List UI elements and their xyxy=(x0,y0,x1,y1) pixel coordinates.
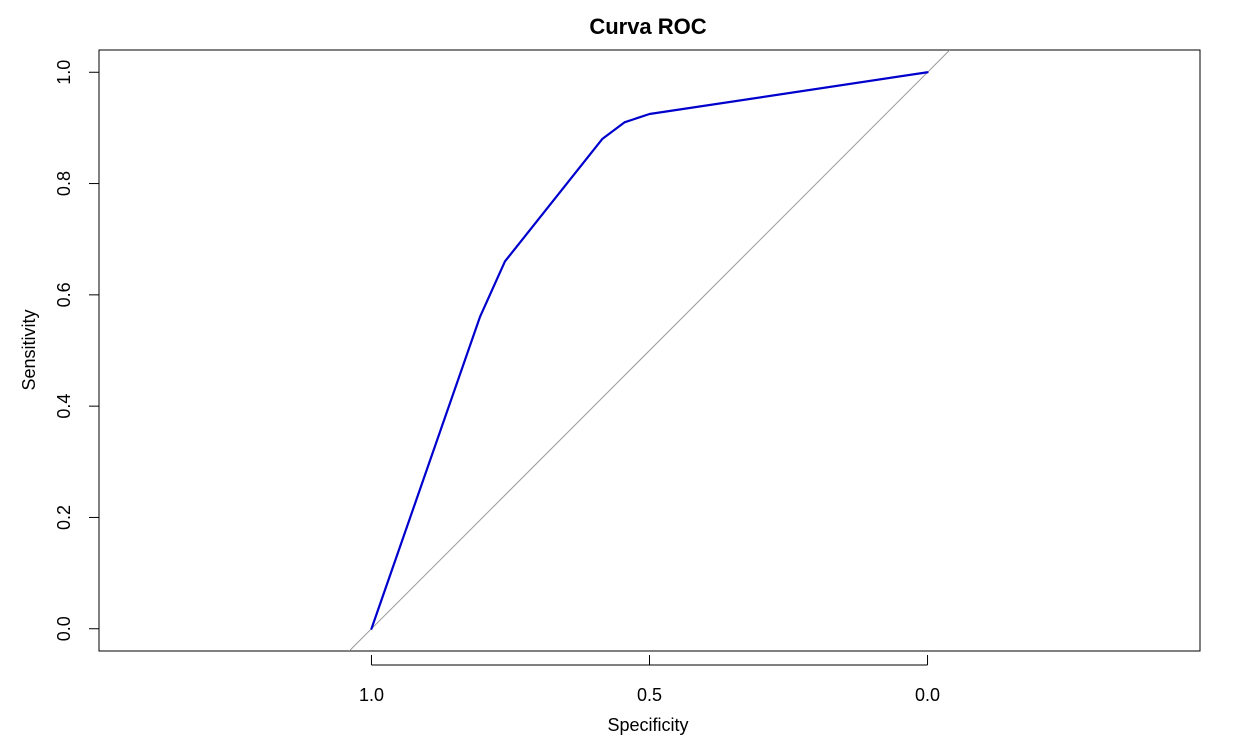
y-tick-label: 0.8 xyxy=(54,171,74,196)
y-tick-label: 0.4 xyxy=(54,394,74,419)
y-axis: 0.0 0.2 0.4 0.6 0.8 1.0 xyxy=(54,60,100,641)
reference-layer xyxy=(348,50,951,651)
y-tick-label: 0.2 xyxy=(54,505,74,530)
series-layer xyxy=(370,71,929,630)
x-tick-label: 0.0 xyxy=(915,685,940,705)
y-tick-label: 0.0 xyxy=(54,616,74,641)
x-axis-label: Specificity xyxy=(607,715,688,735)
chart-title: Curva ROC xyxy=(589,14,706,39)
roc-curve-line xyxy=(370,71,929,630)
reference-diagonal-line xyxy=(348,50,951,651)
y-tick-label: 1.0 xyxy=(54,60,74,85)
x-tick-label: 1.0 xyxy=(359,685,384,705)
x-tick-label: 0.5 xyxy=(637,685,662,705)
y-tick-label: 0.6 xyxy=(54,282,74,307)
y-axis-label: Sensitivity xyxy=(19,309,39,390)
x-axis: 1.0 0.5 0.0 xyxy=(359,655,940,705)
